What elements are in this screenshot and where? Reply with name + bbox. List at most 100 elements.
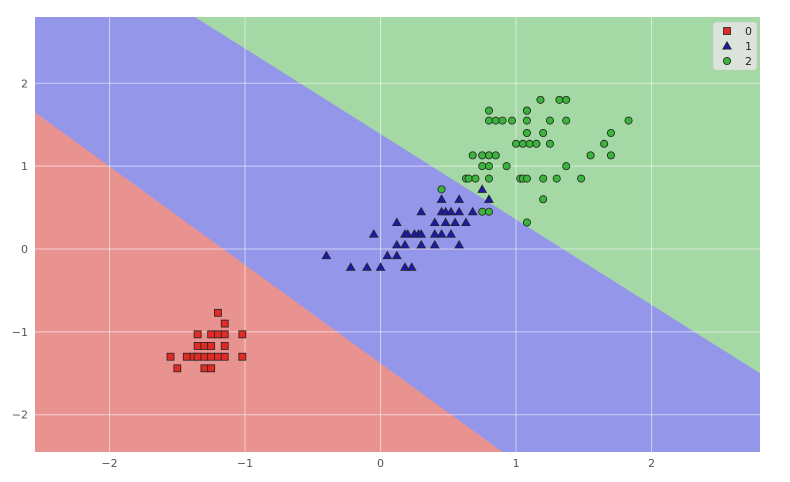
point-class-0 [207, 342, 216, 350]
point-class-1 [345, 262, 356, 271]
point-class-2 [471, 174, 480, 183]
point-class-1 [454, 239, 465, 249]
point-class-1 [400, 239, 410, 249]
point-class-2 [484, 174, 493, 183]
y-tick-label: −2 [12, 409, 28, 422]
point-class-1 [391, 239, 402, 249]
point-class-1 [436, 194, 447, 203]
point-class-1 [391, 217, 402, 227]
point-class-2 [545, 116, 554, 125]
x-tick-label: 2 [648, 457, 655, 470]
point-class-0 [182, 352, 191, 361]
point-class-2 [478, 207, 487, 216]
point-class-1 [402, 229, 413, 238]
point-class-1 [416, 229, 427, 238]
point-class-2 [577, 174, 586, 183]
point-class-0 [220, 342, 229, 350]
point-class-1 [391, 250, 402, 260]
point-class-1 [450, 217, 460, 227]
point-class-2 [552, 174, 561, 183]
point-class-1 [440, 217, 451, 227]
point-class-2 [539, 195, 548, 204]
point-class-2 [522, 106, 531, 115]
point-class-1 [362, 262, 372, 271]
point-class-2 [545, 139, 554, 148]
point-class-0 [207, 364, 216, 373]
point-class-2 [624, 116, 633, 125]
point-class-2 [512, 139, 521, 148]
point-class-2 [478, 162, 487, 171]
legend-label-1: 1 [745, 40, 752, 53]
point-class-1 [429, 229, 440, 238]
point-class-2 [491, 151, 500, 160]
point-class-0 [200, 342, 209, 350]
point-class-2 [437, 185, 446, 194]
legend-label-0: 0 [745, 25, 752, 38]
point-class-2 [484, 151, 493, 160]
point-class-0 [200, 364, 209, 373]
point-class-1 [429, 217, 440, 227]
point-class-0 [193, 352, 202, 361]
point-class-1 [436, 229, 447, 238]
point-class-0 [207, 352, 216, 361]
point-class-1 [416, 239, 427, 249]
point-class-1 [406, 262, 417, 271]
point-class-1 [446, 206, 456, 216]
axis-ticks: −2 −1 0 1 2 −2 −1 0 1 2 [12, 77, 655, 470]
point-class-1 [461, 217, 471, 227]
point-class-2 [586, 151, 595, 160]
y-tick-label: 2 [21, 77, 28, 90]
point-class-2 [522, 174, 531, 183]
point-class-1 [400, 262, 410, 271]
grid-lines [35, 17, 760, 452]
point-class-1 [321, 250, 332, 260]
point-class-2 [606, 128, 615, 137]
point-class-0 [220, 352, 229, 361]
point-class-2 [484, 207, 493, 216]
point-class-2 [468, 151, 477, 160]
point-class-1 [416, 206, 427, 216]
point-class-2 [518, 139, 527, 148]
point-class-2 [484, 116, 493, 125]
legend-label-2: 2 [745, 55, 752, 68]
point-class-0 [193, 342, 202, 350]
data-points [166, 95, 633, 373]
y-tick-label: 1 [21, 160, 28, 173]
x-tick-label: 1 [513, 457, 520, 470]
point-class-0 [200, 352, 209, 361]
point-class-2 [478, 151, 487, 160]
point-class-2 [491, 116, 500, 125]
point-class-0 [166, 352, 175, 361]
point-class-2 [508, 116, 517, 125]
point-class-0 [214, 330, 222, 339]
point-class-2 [562, 116, 571, 125]
point-class-2 [606, 151, 615, 160]
point-class-0 [214, 308, 222, 317]
point-class-1 [484, 194, 494, 203]
point-class-2 [555, 95, 564, 104]
point-class-1 [454, 206, 465, 216]
point-class-2 [484, 162, 493, 171]
point-class-2 [522, 128, 531, 137]
point-class-0 [238, 352, 247, 361]
legend-marker-1 [722, 40, 732, 50]
point-class-2 [464, 174, 473, 183]
point-class-0 [238, 330, 247, 339]
point-class-0 [214, 352, 222, 361]
point-class-0 [220, 319, 229, 328]
point-class-2 [539, 174, 548, 183]
point-class-2 [562, 95, 571, 104]
point-class-2 [600, 139, 609, 148]
point-class-2 [522, 116, 531, 125]
region-class-0 [35, 112, 503, 452]
legend: 0 1 2 [712, 21, 758, 71]
point-class-0 [193, 330, 202, 339]
point-class-1 [446, 229, 456, 238]
point-class-0 [207, 330, 216, 339]
point-class-2 [532, 139, 541, 148]
point-class-2 [525, 139, 534, 148]
point-class-1 [368, 229, 379, 238]
point-class-1 [375, 262, 386, 271]
point-class-2 [562, 162, 571, 171]
